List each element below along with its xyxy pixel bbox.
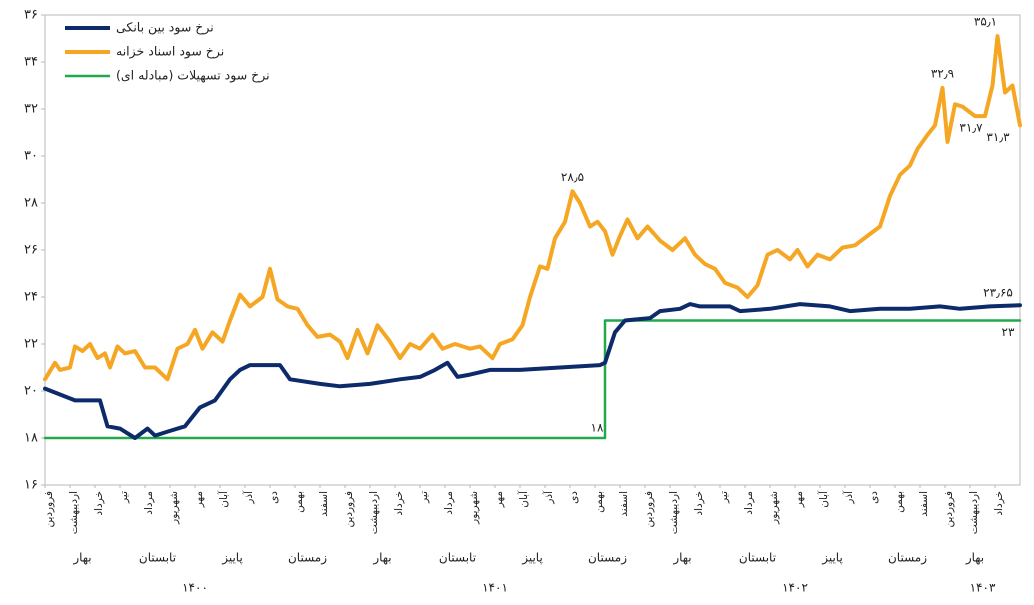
y-tick-label: ۲۸ bbox=[24, 196, 38, 211]
season-label: تابستان bbox=[139, 551, 176, 565]
legend-label: نرخ سود اسناد خزانه bbox=[116, 44, 224, 60]
x-tick-label: اردیبهشت bbox=[68, 491, 80, 534]
y-tick-label: ۲۲ bbox=[24, 337, 38, 352]
year-label: ۱۴۰۱ bbox=[482, 581, 508, 595]
legend-label: نرخ سود بین بانکی bbox=[116, 20, 214, 36]
y-tick-label: ۱۶ bbox=[24, 478, 38, 493]
x-tick-label: آبان bbox=[517, 490, 530, 508]
x-tick-label: شهریور bbox=[468, 491, 480, 525]
x-tick-label: اردیبهشت bbox=[368, 491, 380, 534]
y-tick-label: ۲۴ bbox=[24, 290, 38, 305]
y-tick-label: ۳۰ bbox=[24, 149, 38, 164]
x-tick-label: دی bbox=[268, 491, 280, 504]
x-tick-label: مهر bbox=[493, 491, 505, 508]
season-label: بهار bbox=[372, 551, 391, 566]
season-label: پاییز bbox=[521, 551, 543, 566]
x-tick-label: اردیبهشت bbox=[668, 491, 680, 534]
season-label: تابستان bbox=[739, 551, 776, 565]
x-tick-label: مرداد bbox=[743, 491, 755, 515]
season-label: بهار bbox=[965, 551, 984, 566]
plot-frame bbox=[44, 14, 1021, 486]
x-tick-label: مرداد bbox=[143, 491, 155, 515]
x-tick-label: آذر bbox=[242, 490, 255, 505]
x-tick-label: فروردین bbox=[943, 491, 955, 528]
season-label: تابستان bbox=[439, 551, 476, 565]
x-tick-label: دی bbox=[868, 491, 880, 504]
season-label: بهار bbox=[72, 551, 91, 566]
y-tick-label: ۲۶ bbox=[24, 243, 38, 258]
year-label: ۱۴۰۳ bbox=[970, 581, 996, 595]
x-tick-label: آذر bbox=[842, 490, 855, 505]
annotation: ۳۵٫۱ bbox=[974, 15, 997, 29]
season-label: بهار bbox=[672, 551, 691, 566]
y-tick-label: ۱۸ bbox=[24, 431, 38, 446]
legend-label: نرخ سود تسهیلات (مبادله ای) bbox=[116, 68, 270, 84]
x-tick-label: آبان bbox=[217, 490, 230, 508]
x-tick-label: شهریور bbox=[768, 491, 780, 525]
x-tick-label: آبان bbox=[817, 490, 830, 508]
annotation: ۲۳ bbox=[1002, 325, 1015, 339]
season-label: پاییز bbox=[221, 551, 243, 566]
x-tick-label: تیر bbox=[418, 491, 430, 504]
annotation: ۱۸ bbox=[591, 421, 604, 435]
year-label: ۱۴۰۲ bbox=[782, 581, 808, 595]
annotation: ۳۲٫۹ bbox=[931, 66, 954, 80]
x-tick-label: خرداد bbox=[393, 491, 405, 516]
x-tick-label: بهمن bbox=[893, 491, 905, 513]
x-tick-label: مرداد bbox=[443, 491, 455, 515]
x-tick-label: فروردین bbox=[43, 491, 55, 528]
x-tick-label: شهریور bbox=[168, 491, 180, 525]
x-tick-label: خرداد bbox=[993, 491, 1005, 516]
season-label: زمستان bbox=[288, 551, 327, 566]
x-tick-label: تیر bbox=[718, 491, 730, 504]
series-line bbox=[43, 34, 1022, 382]
x-tick-label: تیر bbox=[118, 491, 130, 504]
x-tick-label: اسفند bbox=[618, 491, 630, 517]
season-label: زمستان bbox=[588, 551, 627, 566]
season-label: زمستان bbox=[888, 551, 927, 566]
x-tick-label: خرداد bbox=[693, 491, 705, 516]
x-tick-label: بهمن bbox=[293, 491, 305, 513]
y-tick-label: ۳۶ bbox=[24, 8, 38, 23]
annotation: ۲۳٫۶۵ bbox=[983, 286, 1013, 300]
series-line bbox=[43, 302, 1022, 440]
x-tick-label: آذر bbox=[542, 490, 555, 505]
x-tick-label: فروردین bbox=[343, 491, 355, 528]
x-tick-label: اردیبهشت bbox=[968, 491, 980, 534]
y-tick-label: ۳۴ bbox=[24, 55, 38, 70]
x-tick-label: فروردین bbox=[643, 491, 655, 528]
x-tick-label: دی bbox=[568, 491, 580, 504]
series-line bbox=[43, 319, 1022, 440]
y-tick-label: ۳۲ bbox=[24, 102, 38, 117]
x-tick-label: مهر bbox=[193, 491, 205, 508]
x-tick-label: بهمن bbox=[593, 491, 605, 513]
annotation: ۳۱٫۳ bbox=[986, 130, 1010, 144]
x-tick-label: خرداد bbox=[93, 491, 105, 516]
x-tick-label: اسفند bbox=[918, 491, 930, 517]
annotation: ۲۸٫۵ bbox=[561, 170, 584, 184]
year-label: ۱۴۰۰ bbox=[182, 581, 208, 595]
y-tick-label: ۲۰ bbox=[24, 384, 38, 399]
season-label: پاییز bbox=[821, 551, 843, 566]
x-tick-label: مهر bbox=[793, 491, 805, 508]
annotation: ۳۱٫۷ bbox=[959, 121, 983, 135]
x-tick-label: اسفند bbox=[318, 491, 330, 517]
